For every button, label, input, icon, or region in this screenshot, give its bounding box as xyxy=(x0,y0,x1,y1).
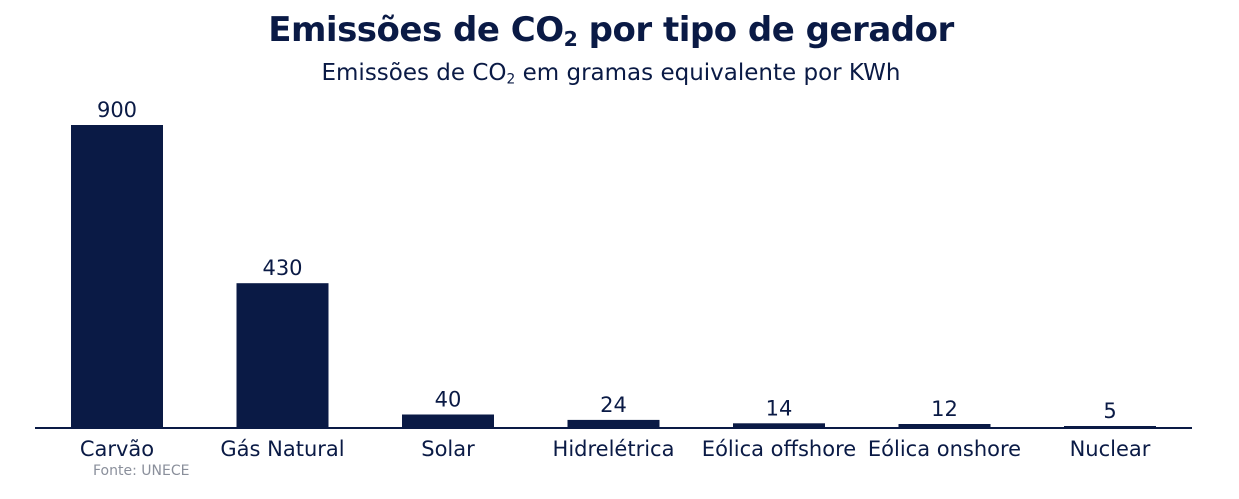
bar-4 xyxy=(733,423,825,428)
bar-3 xyxy=(567,419,660,428)
value-label-1: 430 xyxy=(262,256,302,280)
bars-layer xyxy=(71,125,1156,428)
value-label-3: 24 xyxy=(600,393,627,417)
category-label-1: Gás Natural xyxy=(220,437,344,461)
value-label-5: 12 xyxy=(931,397,958,421)
source-note: Fonte: UNECE xyxy=(93,463,190,479)
chart-subtitle: Emissões de CO2 em gramas equivalente po… xyxy=(0,60,1222,86)
value-label-2: 40 xyxy=(435,388,462,412)
value-label-4: 14 xyxy=(766,396,793,420)
category-label-5: Eólica onshore xyxy=(868,437,1021,461)
bar-0 xyxy=(71,125,163,428)
bar-2 xyxy=(402,414,494,428)
subtitle-part-2: em gramas equivalente por KWh xyxy=(515,60,901,86)
category-label-0: Carvão xyxy=(80,437,154,461)
category-label-2: Solar xyxy=(421,437,475,461)
subtitle-part-1: Emissões de CO xyxy=(321,60,507,86)
value-label-0: 900 xyxy=(97,98,137,122)
subtitle-subscript: 2 xyxy=(506,71,516,88)
chart-title: Emissões de CO2 por tipo de gerador xyxy=(0,10,1222,50)
title-part-2: por tipo de gerador xyxy=(577,10,955,50)
value-labels-layer: 900 430 40 24 14 12 5 xyxy=(97,98,1117,423)
title-subscript: 2 xyxy=(563,27,578,52)
value-label-6: 5 xyxy=(1103,399,1116,423)
bar-1 xyxy=(236,283,329,428)
category-label-4: Eólica offshore xyxy=(702,437,856,461)
title-part-1: Emissões de CO xyxy=(268,10,564,50)
category-labels-layer: Carvão Gás Natural Solar Hidrelétrica Eólica… xyxy=(80,437,1151,461)
category-label-3: Hidrelétrica xyxy=(553,437,675,461)
category-label-6: Nuclear xyxy=(1070,437,1151,461)
bar-5 xyxy=(898,424,991,428)
